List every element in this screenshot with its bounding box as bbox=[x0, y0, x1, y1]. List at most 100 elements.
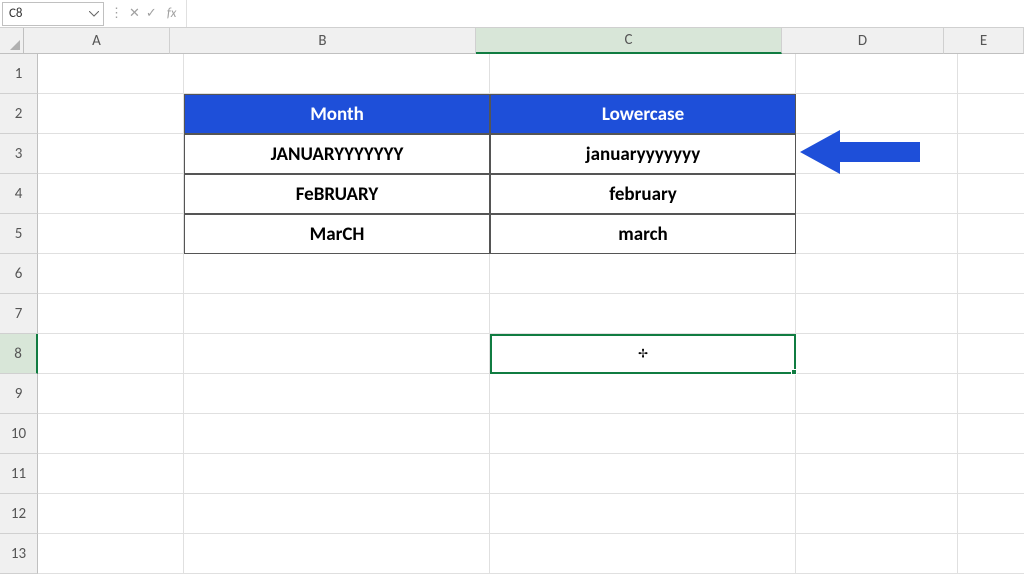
cell[interactable] bbox=[796, 534, 958, 574]
cell[interactable] bbox=[184, 294, 490, 334]
cell[interactable] bbox=[490, 494, 796, 534]
row-header-7[interactable]: 7 bbox=[0, 294, 38, 334]
cell[interactable] bbox=[38, 214, 184, 254]
cell[interactable] bbox=[184, 254, 490, 294]
cell[interactable] bbox=[184, 54, 490, 94]
chevron-down-icon[interactable] bbox=[87, 7, 101, 21]
cell[interactable] bbox=[796, 54, 958, 94]
cell[interactable] bbox=[490, 534, 796, 574]
select-all-corner[interactable] bbox=[0, 28, 24, 54]
cell[interactable] bbox=[958, 294, 1024, 334]
cell[interactable] bbox=[38, 534, 184, 574]
cell[interactable] bbox=[796, 374, 958, 414]
cell[interactable] bbox=[796, 294, 958, 334]
cell[interactable] bbox=[796, 334, 958, 374]
cell[interactable] bbox=[38, 374, 184, 414]
cell[interactable] bbox=[490, 294, 796, 334]
cell[interactable] bbox=[958, 134, 1024, 174]
cell[interactable] bbox=[958, 254, 1024, 294]
col-header-c[interactable]: C bbox=[476, 28, 782, 54]
cell[interactable] bbox=[958, 494, 1024, 534]
formula-input[interactable] bbox=[187, 3, 1024, 25]
col-header-a[interactable]: A bbox=[24, 28, 170, 54]
cell[interactable] bbox=[38, 174, 184, 214]
cell[interactable] bbox=[958, 414, 1024, 454]
cancel-icon[interactable]: ✕ bbox=[129, 6, 140, 21]
col-header-d[interactable]: D bbox=[782, 28, 944, 54]
row-header-13[interactable]: 13 bbox=[0, 534, 38, 574]
grid-row bbox=[38, 254, 1024, 294]
cell[interactable] bbox=[796, 494, 958, 534]
cell[interactable] bbox=[958, 374, 1024, 414]
grid-row bbox=[38, 454, 1024, 494]
table-header-month[interactable]: Month bbox=[184, 94, 490, 134]
fill-handle[interactable] bbox=[791, 369, 797, 375]
cell[interactable] bbox=[490, 54, 796, 94]
row-header-3[interactable]: 3 bbox=[0, 134, 38, 174]
col-header-b[interactable]: B bbox=[170, 28, 476, 54]
row-header-9[interactable]: 9 bbox=[0, 374, 38, 414]
table-cell[interactable]: MarCH bbox=[184, 214, 490, 254]
cell[interactable] bbox=[958, 174, 1024, 214]
grid-row bbox=[38, 414, 1024, 454]
cell[interactable] bbox=[38, 134, 184, 174]
cell[interactable] bbox=[490, 454, 796, 494]
name-box[interactable]: C8 bbox=[2, 2, 104, 26]
grid-row: FeBRUARY february bbox=[38, 174, 1024, 214]
cell[interactable] bbox=[796, 454, 958, 494]
cell[interactable] bbox=[38, 334, 184, 374]
fx-label[interactable]: fx bbox=[163, 6, 181, 21]
cell[interactable] bbox=[958, 54, 1024, 94]
cell[interactable] bbox=[958, 94, 1024, 134]
cell[interactable] bbox=[958, 534, 1024, 574]
cell[interactable] bbox=[958, 454, 1024, 494]
cell[interactable] bbox=[38, 254, 184, 294]
arrow-callout-icon bbox=[800, 130, 920, 179]
confirm-icon[interactable]: ✓ bbox=[146, 6, 157, 21]
cell[interactable] bbox=[796, 94, 958, 134]
cell[interactable] bbox=[38, 54, 184, 94]
row-header-4[interactable]: 4 bbox=[0, 174, 38, 214]
grid-row: MarCH march bbox=[38, 214, 1024, 254]
table-cell[interactable]: february bbox=[490, 174, 796, 214]
row-header-1[interactable]: 1 bbox=[0, 54, 38, 94]
table-cell[interactable]: JANUARYYYYYYY bbox=[184, 134, 490, 174]
cell[interactable] bbox=[796, 214, 958, 254]
row-header-5[interactable]: 5 bbox=[0, 214, 38, 254]
table-cell[interactable]: march bbox=[490, 214, 796, 254]
cell[interactable] bbox=[184, 494, 490, 534]
row-header-8[interactable]: 8 bbox=[0, 334, 38, 374]
table-cell[interactable]: januaryyyyyyy bbox=[490, 134, 796, 174]
cell[interactable] bbox=[796, 414, 958, 454]
cell[interactable] bbox=[184, 334, 490, 374]
cell[interactable] bbox=[38, 494, 184, 534]
row-header-11[interactable]: 11 bbox=[0, 454, 38, 494]
table-header-lowercase[interactable]: Lowercase bbox=[490, 94, 796, 134]
row-header-10[interactable]: 10 bbox=[0, 414, 38, 454]
row-header-6[interactable]: 6 bbox=[0, 254, 38, 294]
cell[interactable] bbox=[490, 254, 796, 294]
cell[interactable] bbox=[38, 454, 184, 494]
cell[interactable] bbox=[796, 254, 958, 294]
cell[interactable] bbox=[184, 534, 490, 574]
cell[interactable] bbox=[958, 214, 1024, 254]
cell[interactable] bbox=[796, 174, 958, 214]
grid-row: Month Lowercase bbox=[38, 94, 1024, 134]
table-cell[interactable]: FeBRUARY bbox=[184, 174, 490, 214]
cell[interactable] bbox=[958, 334, 1024, 374]
row-header-2[interactable]: 2 bbox=[0, 94, 38, 134]
cursor-icon: ✢ bbox=[638, 347, 648, 362]
row-header-12[interactable]: 12 bbox=[0, 494, 38, 534]
cell[interactable] bbox=[38, 94, 184, 134]
col-header-e[interactable]: E bbox=[944, 28, 1024, 54]
cell[interactable] bbox=[184, 414, 490, 454]
divider-icon: ⋮ bbox=[110, 6, 123, 21]
cell[interactable] bbox=[38, 414, 184, 454]
cell[interactable] bbox=[490, 414, 796, 454]
cell[interactable] bbox=[38, 294, 184, 334]
selected-cell[interactable]: ✢ bbox=[490, 334, 796, 374]
cell[interactable] bbox=[184, 454, 490, 494]
cell[interactable] bbox=[490, 374, 796, 414]
name-box-value: C8 bbox=[9, 6, 23, 21]
cell[interactable] bbox=[184, 374, 490, 414]
